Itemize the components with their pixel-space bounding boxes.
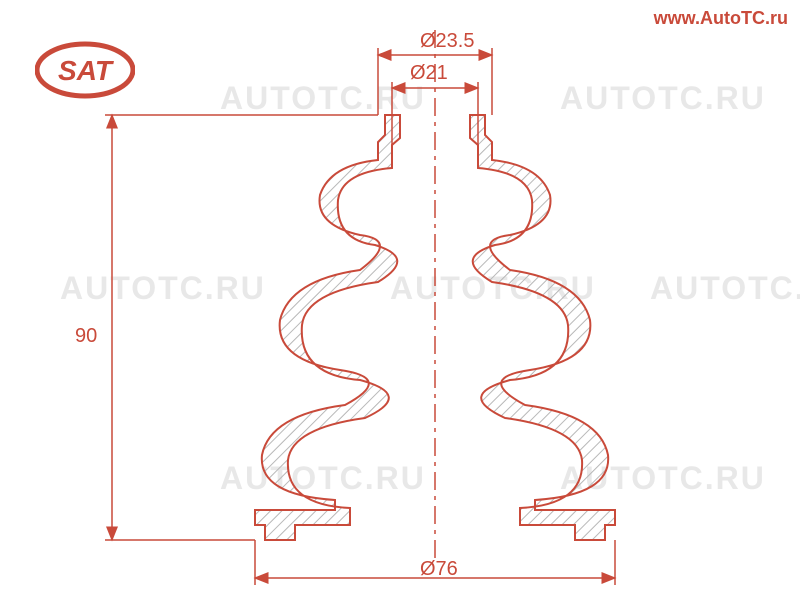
sat-logo: SAT (35, 40, 135, 100)
boot-left-section (255, 115, 400, 540)
svg-text:SAT: SAT (58, 55, 115, 86)
dim-bottom: Ø76 (420, 558, 458, 581)
source-url: www.AutoTC.ru (654, 8, 788, 29)
dim-height: 90 (75, 325, 97, 348)
boot-right-section (470, 115, 615, 540)
dim-top-inner: Ø21 (410, 62, 448, 85)
dim-top-outer: Ø23.5 (420, 30, 474, 53)
